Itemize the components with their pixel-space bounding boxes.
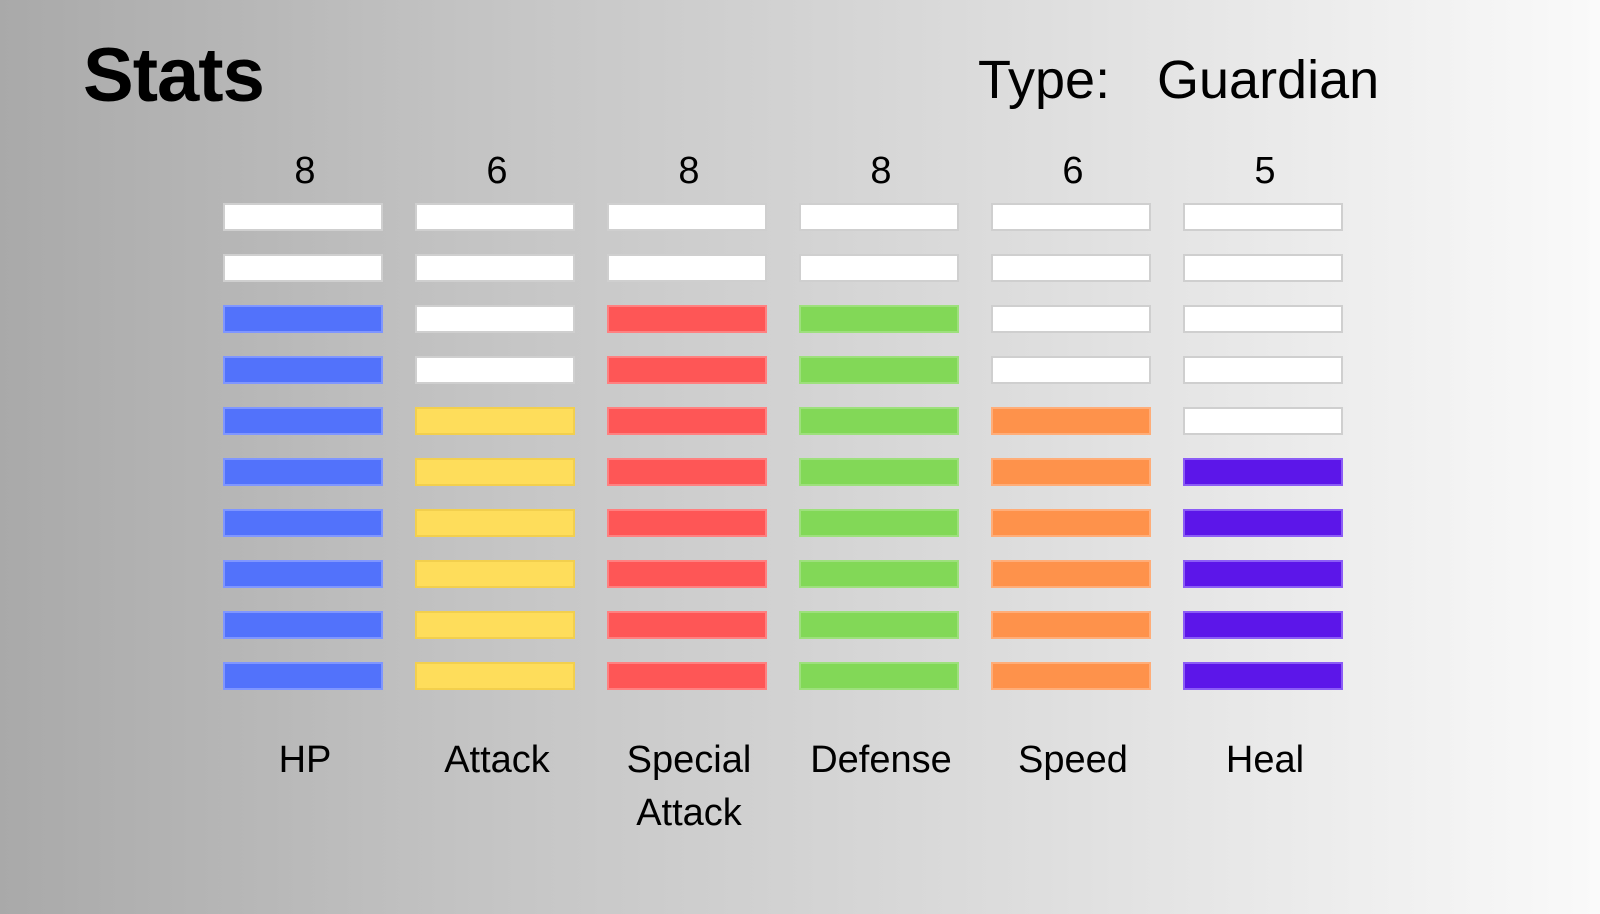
stat-value: 8 (294, 150, 316, 192)
stat-pip-filled (991, 407, 1151, 435)
stat-pip-filled (607, 305, 767, 333)
stat-pip-filled (1183, 509, 1343, 537)
stat-pip-filled (1183, 662, 1343, 690)
stat-name: Heal (1225, 739, 1305, 781)
stat-pip-filled (607, 509, 767, 537)
stat-pip-empty (415, 305, 575, 333)
stat-pip-empty (223, 254, 383, 282)
type-value: Guardian (1157, 50, 1380, 110)
stat-pip-filled (415, 611, 575, 639)
stat-pip-filled (607, 356, 767, 384)
stat-pip-filled (415, 509, 575, 537)
stat-value: 5 (1254, 150, 1276, 192)
stat-pip-filled (223, 458, 383, 486)
stat-pip-filled (799, 509, 959, 537)
stat-pip-filled (607, 458, 767, 486)
stat-pip-filled (799, 407, 959, 435)
stat-pip-filled (991, 458, 1151, 486)
stat-pip-filled (799, 611, 959, 639)
stat-name: Defense (810, 739, 952, 781)
stat-value: 6 (486, 150, 508, 192)
stat-pip-filled (1183, 560, 1343, 588)
stat-pip-filled (607, 611, 767, 639)
stat-pip-empty (991, 305, 1151, 333)
stat-pip-empty (1183, 254, 1343, 282)
stat-pip-empty (415, 356, 575, 384)
stat-pip-filled (799, 356, 959, 384)
stat-pip-filled (223, 356, 383, 384)
stat-pip-filled (799, 560, 959, 588)
stat-value: 8 (870, 150, 892, 192)
stat-pip-filled (799, 458, 959, 486)
stat-value: 8 (678, 150, 700, 192)
stat-pip-filled (991, 611, 1151, 639)
stat-pip-empty (1183, 407, 1343, 435)
stat-pip-filled (223, 407, 383, 435)
stat-name: HP (278, 739, 332, 781)
stat-pip-filled (991, 509, 1151, 537)
stat-pip-filled (223, 560, 383, 588)
stat-pip-filled (1183, 611, 1343, 639)
stat-name: Special Attack (626, 739, 752, 834)
stat-pip-empty (799, 203, 959, 231)
stat-pip-empty (415, 203, 575, 231)
stat-pip-filled (607, 560, 767, 588)
page-title: Stats (83, 33, 265, 118)
stat-pip-filled (223, 662, 383, 690)
stat-pip-filled (415, 560, 575, 588)
stat-name: Speed (1018, 739, 1128, 781)
stat-pip-empty (1183, 305, 1343, 333)
stat-pip-filled (1183, 458, 1343, 486)
stat-pip-empty (223, 203, 383, 231)
stat-pip-empty (607, 254, 767, 282)
stat-value: 6 (1062, 150, 1084, 192)
type-label: Type: (978, 50, 1111, 110)
stat-pip-filled (991, 560, 1151, 588)
stat-pip-filled (607, 662, 767, 690)
stat-pip-empty (991, 356, 1151, 384)
stat-pip-empty (991, 254, 1151, 282)
stat-pip-filled (223, 305, 383, 333)
stat-pip-empty (1183, 203, 1343, 231)
stat-pip-filled (415, 662, 575, 690)
stat-pip-filled (799, 305, 959, 333)
stat-pip-filled (415, 407, 575, 435)
stat-pip-empty (799, 254, 959, 282)
stat-pip-filled (991, 662, 1151, 690)
stat-pip-empty (1183, 356, 1343, 384)
stat-pip-filled (607, 407, 767, 435)
stat-pip-empty (415, 254, 575, 282)
stat-pip-filled (799, 662, 959, 690)
stat-pip-filled (415, 458, 575, 486)
stat-pip-filled (223, 509, 383, 537)
stat-pip-empty (607, 203, 767, 231)
stat-name: Attack (444, 739, 550, 781)
stat-pip-filled (223, 611, 383, 639)
stat-pip-empty (991, 203, 1151, 231)
